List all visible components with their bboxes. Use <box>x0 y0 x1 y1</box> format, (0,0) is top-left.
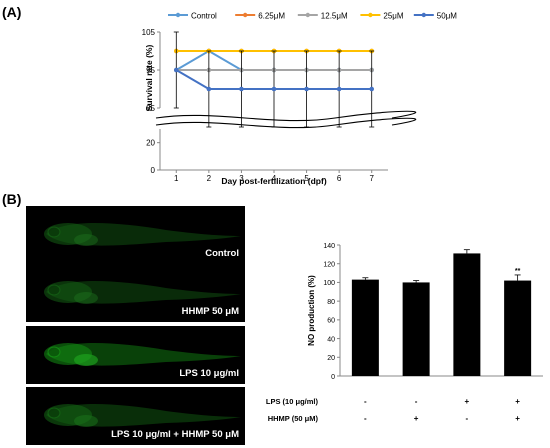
fish-image-2: HHMP 50 μM <box>26 264 245 322</box>
y-tick-label-upper-3: 105 <box>142 28 156 37</box>
point-s5-1 <box>173 67 179 73</box>
treatment-sign-r1-3: + <box>465 397 470 406</box>
treatment-sign-r2-3: - <box>466 414 469 423</box>
treatment-sign-r1-1: - <box>364 397 367 406</box>
bar-y-axis-label: NO production (%) <box>307 275 316 346</box>
y-tick-label-lower-1: 0 <box>151 166 156 175</box>
treatment-sign-r2-1: - <box>364 414 367 423</box>
survival-chart: Control 6.25μM 12.5μM 25μM 50μM 85 95 105 0 20 1 2 3… <box>142 12 458 187</box>
treatment-sign-r1-2: - <box>415 397 418 406</box>
fish-image-4: LPS 10 μg/ml + HHMP 50 μM <box>26 387 245 445</box>
x-tick-label-1: 1 <box>174 174 179 183</box>
fish-caption-3: LPS 10 μg/ml <box>179 368 239 379</box>
point-s5-2 <box>206 86 212 92</box>
axis-break-wave-1 <box>155 110 417 122</box>
fish-image-3: LPS 10 μg/ml <box>26 326 245 384</box>
treatment-label-2: HHMP (50 μM) <box>268 414 319 423</box>
bar-y-tick-label-7: 120 <box>323 262 335 269</box>
fish-caption-4: LPS 10 μg/ml + HHMP 50 μM <box>111 429 239 440</box>
x-tick-label-5: 5 <box>304 174 309 183</box>
y-tick-label-lower-2: 20 <box>146 139 155 148</box>
axis-break-wave-2 <box>155 117 417 129</box>
point-s5-3 <box>239 86 244 92</box>
legend-label-1: Control <box>191 12 217 21</box>
y-tick-label-upper-1: 85 <box>146 104 155 113</box>
x-tick-label-3: 3 <box>239 174 244 183</box>
legend-marker-4 <box>368 12 373 18</box>
fish-image-1: Control <box>26 206 245 264</box>
legend-label-4: 25μM <box>383 12 404 21</box>
y-axis-label: Survival rate (%) <box>144 45 154 112</box>
bar-y-tick-label-4: 60 <box>327 318 335 325</box>
bar-y-tick-label-6: 100 <box>323 280 335 287</box>
point-s5-5 <box>304 86 309 92</box>
treatment-label-1: LPS (10 μg/ml) <box>266 397 319 406</box>
fish-caption-1: Control <box>205 248 239 259</box>
legend-label-3: 12.5μM <box>321 12 348 21</box>
bar-4 <box>504 280 532 376</box>
point-s5-4 <box>271 86 277 92</box>
x-tick-label-7: 7 <box>369 174 374 183</box>
bar-y-tick-label-2: 20 <box>327 355 335 362</box>
treatment-sign-r2-4: + <box>515 414 520 423</box>
bar-2 <box>402 282 430 376</box>
x-tick-label-6: 6 <box>337 174 342 183</box>
bar-y-tick-label-3: 40 <box>327 336 335 343</box>
legend-marker-5 <box>421 12 426 18</box>
treatment-sign-r2-2: + <box>414 414 419 423</box>
no-production-chart: 0 20 40 60 80 100 120 140 NO production (%) ** LPS… <box>266 243 543 423</box>
bar-1 <box>351 279 379 376</box>
x-axis-label: Day post-fertilization (dpf) <box>221 176 326 186</box>
fish-caption-2: HHMP 50 μM <box>181 306 239 317</box>
panel-b-label: (B) <box>2 191 22 207</box>
panel-a-label: (A) <box>2 4 22 20</box>
bar-y-tick-label-1: 0 <box>331 374 335 381</box>
bar-y-tick-label-5: 80 <box>327 299 335 306</box>
bar-3 <box>453 253 481 376</box>
x-tick-label-4: 4 <box>272 174 277 183</box>
legend-label-5: 50μM <box>437 12 458 21</box>
legend-marker-2 <box>243 12 248 18</box>
point-s5-6 <box>336 86 342 92</box>
legend-label-2: 6.25μM <box>258 12 285 21</box>
legend-marker-3 <box>305 12 310 18</box>
significance-mark-4: ** <box>515 268 521 275</box>
treatment-sign-r1-4: + <box>515 397 520 406</box>
bar-y-tick-label-8: 140 <box>323 243 335 250</box>
y-tick-label-upper-2: 95 <box>146 66 155 75</box>
x-tick-label-2: 2 <box>207 174 212 183</box>
point-s5-7 <box>369 86 375 92</box>
legend-marker-1 <box>175 12 181 18</box>
